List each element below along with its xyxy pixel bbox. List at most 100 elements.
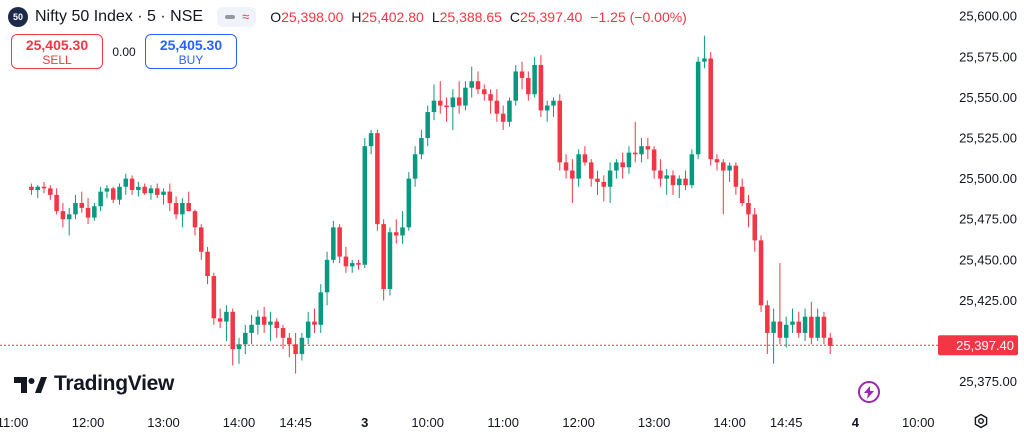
candle-body (519, 71, 525, 78)
candle (98, 186, 103, 212)
candle (280, 324, 286, 350)
ohlc-low: L25,388.65 (431, 9, 502, 25)
candle (450, 89, 456, 130)
candle (632, 121, 638, 163)
symbol-logo[interactable]: 50 (8, 7, 28, 27)
candle (217, 308, 223, 329)
candle (54, 188, 59, 215)
x-tick-label: 14:45 (279, 415, 312, 430)
candle-body (463, 87, 468, 106)
candle-body (129, 178, 135, 191)
candle (293, 332, 298, 374)
candle (626, 146, 632, 174)
tradingview-logo[interactable]: TradingView (14, 372, 174, 396)
x-tick-label: 13:00 (147, 415, 180, 430)
candle-body (356, 263, 361, 265)
x-tick-label: 14:00 (713, 415, 746, 430)
candle (727, 162, 732, 182)
candle-body (796, 321, 802, 333)
candle (677, 175, 682, 199)
price-axis[interactable]: 25,375.0025,400.0025,425.0025,450.0025,4… (959, 9, 1017, 389)
candle (765, 300, 770, 355)
candle (205, 246, 210, 285)
candle-body (494, 100, 500, 114)
candle (268, 311, 273, 342)
last-price-label: 25,397.40 (938, 335, 1018, 356)
candle (79, 191, 85, 213)
candle (236, 337, 242, 364)
candle (595, 170, 600, 195)
minus-icon[interactable] (225, 15, 236, 19)
candle-body (261, 316, 267, 325)
candle (123, 173, 129, 195)
candle (771, 308, 776, 364)
candle (557, 94, 563, 171)
candle-body (702, 58, 707, 62)
y-tick-label: 25,450.00 (959, 252, 1017, 267)
y-tick-label: 25,575.00 (959, 49, 1017, 64)
candle-body (765, 305, 770, 333)
sell-button[interactable]: 25,405.30 SELL (11, 34, 103, 69)
candle (173, 196, 179, 220)
time-axis[interactable]: 11:00 12:00 13:00 14:00 14:45 3 10:00 11:00 12:0… (0, 415, 935, 430)
candle (400, 211, 405, 244)
candle-body (186, 203, 191, 212)
candle-body (783, 324, 789, 338)
trade-buttons: 25,405.30 SELL 0.00 25,405.30 BUY (11, 34, 237, 69)
candle-body (60, 211, 66, 220)
candle-body (268, 321, 273, 325)
candle (796, 311, 802, 338)
candle (538, 55, 544, 117)
wave-icon[interactable]: ≈ (242, 9, 250, 24)
x-tick-label: 4 (852, 415, 860, 430)
candle-body (809, 316, 814, 338)
lightning-bolt-icon[interactable] (858, 381, 880, 403)
candle-body (658, 170, 663, 179)
candle-body (368, 133, 374, 147)
candle-body (224, 311, 229, 322)
y-tick-label: 25,500.00 (959, 171, 1017, 186)
candle-body (92, 206, 97, 218)
candle (821, 311, 827, 345)
indicator-toggles[interactable]: ≈ (217, 7, 257, 27)
candle-body (714, 159, 720, 163)
buy-button[interactable]: 25,405.30 BUY (145, 34, 237, 69)
candle-body (293, 344, 298, 355)
candle-body (758, 240, 764, 306)
candle (482, 84, 487, 101)
candle-body (595, 178, 600, 182)
candle-body (438, 100, 443, 106)
candle-body (431, 100, 437, 113)
symbol-title[interactable]: Nifty 50 Index · 5 · NSE (35, 8, 204, 25)
lightning-bolt-glyph (864, 385, 874, 399)
candle (261, 306, 267, 333)
candle-body (136, 186, 141, 191)
candle (192, 209, 198, 236)
candle (494, 89, 500, 122)
candle-body (651, 149, 657, 171)
candle (425, 105, 430, 147)
ohlc-high: H25,402.80 (351, 9, 424, 25)
candle (513, 64, 519, 106)
candle-body (727, 165, 732, 171)
candle-body (343, 256, 349, 267)
candle (576, 149, 581, 187)
candle-body (677, 178, 682, 186)
candle (66, 207, 72, 236)
x-tick-label: 3 (361, 415, 368, 430)
ohlc-close: C25,397.40 (509, 9, 583, 25)
candle (412, 146, 418, 187)
candle-body (513, 71, 519, 101)
candle-body (444, 105, 449, 108)
candle (582, 146, 588, 166)
candle-body (746, 203, 751, 215)
ohlc-change: −1.25 (−0.00%) (590, 9, 687, 25)
last-price-box (938, 335, 1018, 356)
candle (274, 318, 280, 338)
candle-body (287, 337, 292, 345)
candle (110, 186, 116, 203)
y-tick-label: 25,525.00 (959, 131, 1017, 146)
gear-icon[interactable] (973, 413, 989, 429)
candle (312, 308, 317, 333)
